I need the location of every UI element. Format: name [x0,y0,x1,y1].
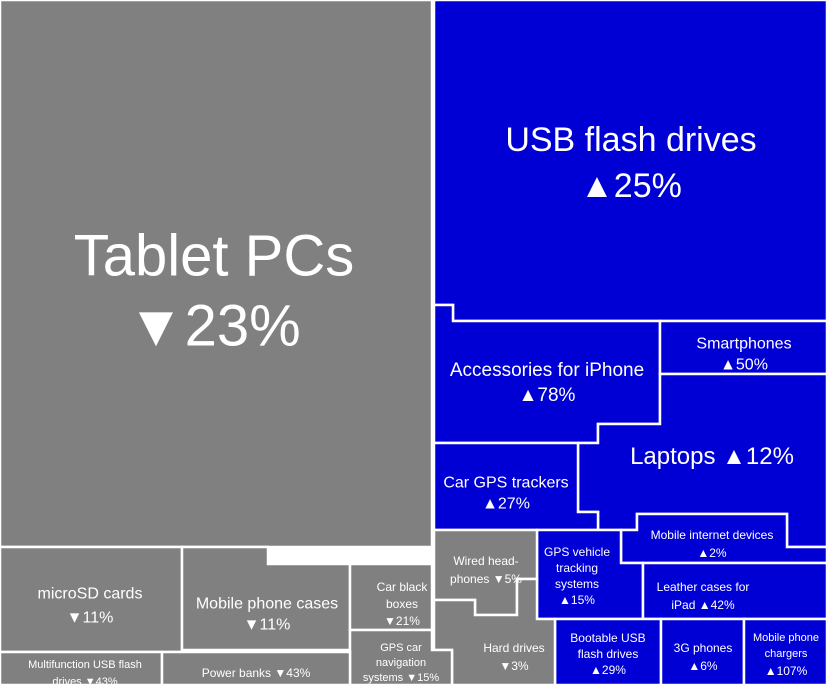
tile-change-mobile-phone-cases: ▼11% [244,616,291,633]
tile-label-bootable-usb-flash-drives: Bootable USB [570,631,645,645]
tile-label-leather-cases-for-ipad: Leather cases for [657,580,750,594]
tile-change-wired-headphones: phones ▼5% [450,572,522,586]
tile-multifunction-usb-flash-drives [0,650,164,685]
tile-label-laptops: Laptops ▲12% [630,443,794,470]
tile-smartphones [658,319,827,376]
tile-change-gps-car-navigation-systems: systems ▼15% [363,672,440,684]
tile-label-gps-vehicle-tracking-systems: systems [555,577,599,591]
tile-change-mobile-phone-chargers: ▲107% [765,664,808,678]
tile-label-power-banks: Power banks ▼43% [202,666,311,680]
tile-label-usb-flash-drives: USB flash drives [505,121,756,159]
treemap-labels: Tablet PCs▼23% USB flash drives ▲25% Access… [28,121,819,685]
tile-tablet-pcs [0,0,434,549]
tile-label-gps-car-navigation-systems: GPS car [380,642,422,654]
tile-change-tablet-pcs: ▼23% [127,294,301,359]
tile-label-microsd-cards: microSD cards [38,585,143,602]
tile-label-gps-car-navigation-systems: navigation [376,657,426,669]
tile-label-gps-vehicle-tracking-systems: GPS vehicle [544,545,610,559]
tile-label-gps-vehicle-tracking-systems: tracking [556,561,598,575]
tile-label-car-black-boxes: boxes [386,597,418,611]
tile-change-3g-phones: ▲6% [688,659,718,673]
tile-change-bootable-usb-flash-drives: ▲29% [590,663,626,677]
tile-label-mobile-phone-chargers: chargers [765,648,808,660]
tile-change-multifunction-usb-flash-drives: drives ▼43% [52,676,118,685]
tile-label-accessories-for-iphone: Accessories for iPhone [450,360,644,381]
tile-gps-car-navigation-systems [348,628,454,685]
tile-label-smartphones: Smartphones [696,335,791,352]
tile-label-wired-headphones: Wired head- [453,554,518,568]
tile-change-gps-vehicle-tracking-systems: ▲15% [559,593,595,607]
tile-change-microsd-cards: ▼11% [67,609,114,626]
tile-change-car-gps-trackers: ▲27% [482,495,530,512]
tile-label-mobile-phone-chargers: Mobile phone [753,632,819,644]
tile-label-mobile-phone-cases: Mobile phone cases [196,595,338,612]
tile-change-accessories-for-iphone: ▲78% [519,385,576,406]
tile-label-3g-phones: 3G phones [674,641,733,655]
tile-change-hard-drives: ▼3% [499,659,529,673]
tile-label-car-gps-trackers: Car GPS trackers [443,474,568,491]
tile-label-bootable-usb-flash-drives: flash drives [578,647,639,661]
tile-change-mobile-internet-devices: ▲2% [697,546,727,560]
tile-3g-phones [659,617,746,685]
tile-mobile-internet-devices [619,512,827,565]
tile-label-mobile-internet-devices: Mobile internet devices [651,528,774,542]
tile-label-tablet-pcs: Tablet PCs [74,224,354,289]
tile-change-car-black-boxes: ▼21% [384,614,420,628]
tile-label-hard-drives: Hard drives [483,641,544,655]
tile-label-car-black-boxes: Car black [377,580,429,594]
tile-change-smartphones: ▲50% [720,356,768,373]
tile-change-usb-flash-drives: ▲25% [580,167,682,205]
tile-leather-cases-for-ipad [641,561,827,621]
tile-label-multifunction-usb-flash-drives: Multifunction USB flash [28,659,142,671]
tile-change-leather-cases-for-ipad: iPad ▲42% [671,598,735,612]
tile-mobile-phone-chargers [742,617,827,685]
tile-usb-flash-drives [432,0,827,323]
tile-power-banks [160,650,352,685]
